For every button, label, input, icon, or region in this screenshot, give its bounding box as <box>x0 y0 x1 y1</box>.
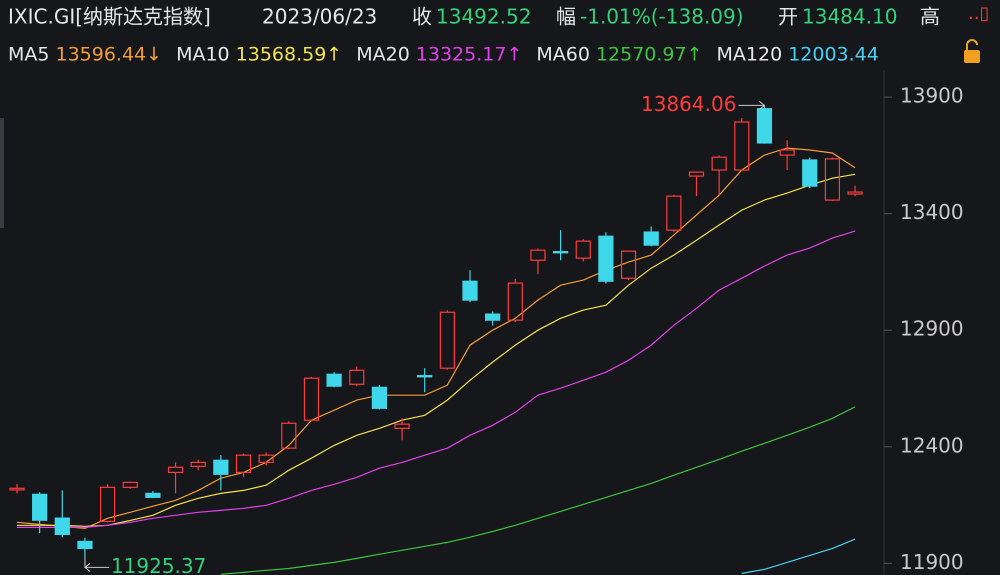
y-tick-label: 13400 <box>900 200 964 224</box>
candle-body <box>326 373 342 387</box>
side-handle[interactable] <box>0 118 4 228</box>
ma-line <box>16 147 856 530</box>
candle-body <box>167 466 184 474</box>
lock-icon[interactable] <box>964 39 980 63</box>
candle-body <box>620 250 637 279</box>
candle-body <box>666 195 682 231</box>
candle-body <box>598 235 614 282</box>
candle-body <box>417 375 433 378</box>
header: IXIC.GI[纳斯达克指数] 2023/06/23 收 13492.52 幅 … <box>8 5 940 29</box>
y-tick-label: 13900 <box>900 84 964 108</box>
candle-body <box>9 487 25 491</box>
candle-body <box>371 386 387 409</box>
candle-body <box>485 313 501 321</box>
candle-body <box>99 486 116 522</box>
y-tick-label: 11900 <box>900 550 964 574</box>
legend-name: MA60 <box>536 44 590 66</box>
candle-body <box>552 251 569 254</box>
min-label: 11925.37 <box>111 554 206 575</box>
max-pointer <box>738 101 766 110</box>
y-tick-label: 12900 <box>900 317 964 341</box>
open-label: 开 <box>778 5 798 29</box>
candle-body <box>688 171 705 177</box>
legend-name: MA20 <box>356 44 410 66</box>
legend-name: MA120 <box>717 44 783 66</box>
candle-body <box>54 517 70 536</box>
candle-body <box>77 540 93 550</box>
candle-body <box>258 454 274 463</box>
legend-value: 13568.59↑ <box>236 44 343 66</box>
candle-body <box>802 159 818 187</box>
candle-body <box>530 249 546 261</box>
candle-body <box>145 492 161 498</box>
candle-body <box>824 158 841 201</box>
candle-body <box>847 191 863 195</box>
date: 2023/06/23 <box>262 5 377 29</box>
candle-body <box>462 280 478 301</box>
change-label: 幅 <box>556 5 576 29</box>
candle-body <box>303 377 320 421</box>
legend-value: 13325.17↑ <box>416 44 523 66</box>
plot <box>9 105 863 575</box>
more-icon[interactable]: ..▯ <box>968 3 989 24</box>
close-label: 收 <box>412 5 432 29</box>
candle-body <box>779 149 795 156</box>
candle-body <box>190 461 206 467</box>
ma-line <box>17 173 856 527</box>
candle-body <box>711 156 727 171</box>
high-label: 高 <box>920 5 940 29</box>
candle-body <box>122 481 138 488</box>
legend-value: 12003.44 <box>788 44 879 66</box>
candle-body <box>734 121 750 171</box>
symbol: IXIC.GI[纳斯达克指数] <box>8 5 211 29</box>
y-tick-label: 12400 <box>900 433 964 457</box>
candle-body <box>575 240 591 259</box>
candle-body <box>507 282 523 321</box>
min-pointer <box>84 557 109 572</box>
close-value: 13492.52 <box>436 5 531 29</box>
candle-body <box>32 493 48 521</box>
open-value: 13484.10 <box>802 5 897 29</box>
max-label: 13864.06 <box>641 92 736 116</box>
ma-line <box>220 406 856 575</box>
legend-value: 13596.44↓ <box>55 44 162 66</box>
candle-body <box>349 369 365 385</box>
legend-name: MA10 <box>176 44 230 66</box>
candle-body <box>756 108 773 144</box>
candle-body <box>235 454 252 474</box>
candle-body <box>643 231 659 246</box>
candle-body <box>439 311 455 369</box>
candle-body <box>213 459 229 475</box>
legend-value: 12570.97↑ <box>596 44 703 66</box>
candle-body <box>394 423 410 429</box>
ma-line <box>741 538 856 574</box>
legend-name: MA5 <box>8 44 49 66</box>
change-value: -1.01%(-138.09) <box>580 5 744 29</box>
ma-line <box>17 230 856 528</box>
candle-body <box>281 422 297 449</box>
